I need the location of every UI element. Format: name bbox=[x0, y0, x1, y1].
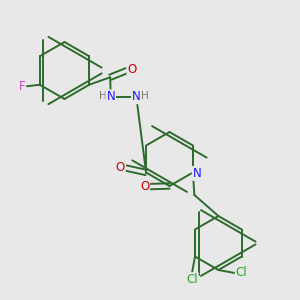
Text: O: O bbox=[116, 160, 125, 174]
Text: Cl: Cl bbox=[236, 266, 247, 280]
Text: O: O bbox=[128, 63, 137, 76]
Text: H: H bbox=[141, 91, 148, 101]
Text: H: H bbox=[98, 91, 106, 101]
Text: F: F bbox=[19, 80, 25, 93]
Text: Cl: Cl bbox=[186, 273, 198, 286]
Text: O: O bbox=[140, 180, 149, 193]
Text: N: N bbox=[132, 90, 141, 103]
Text: N: N bbox=[106, 90, 115, 103]
Text: N: N bbox=[193, 167, 202, 180]
